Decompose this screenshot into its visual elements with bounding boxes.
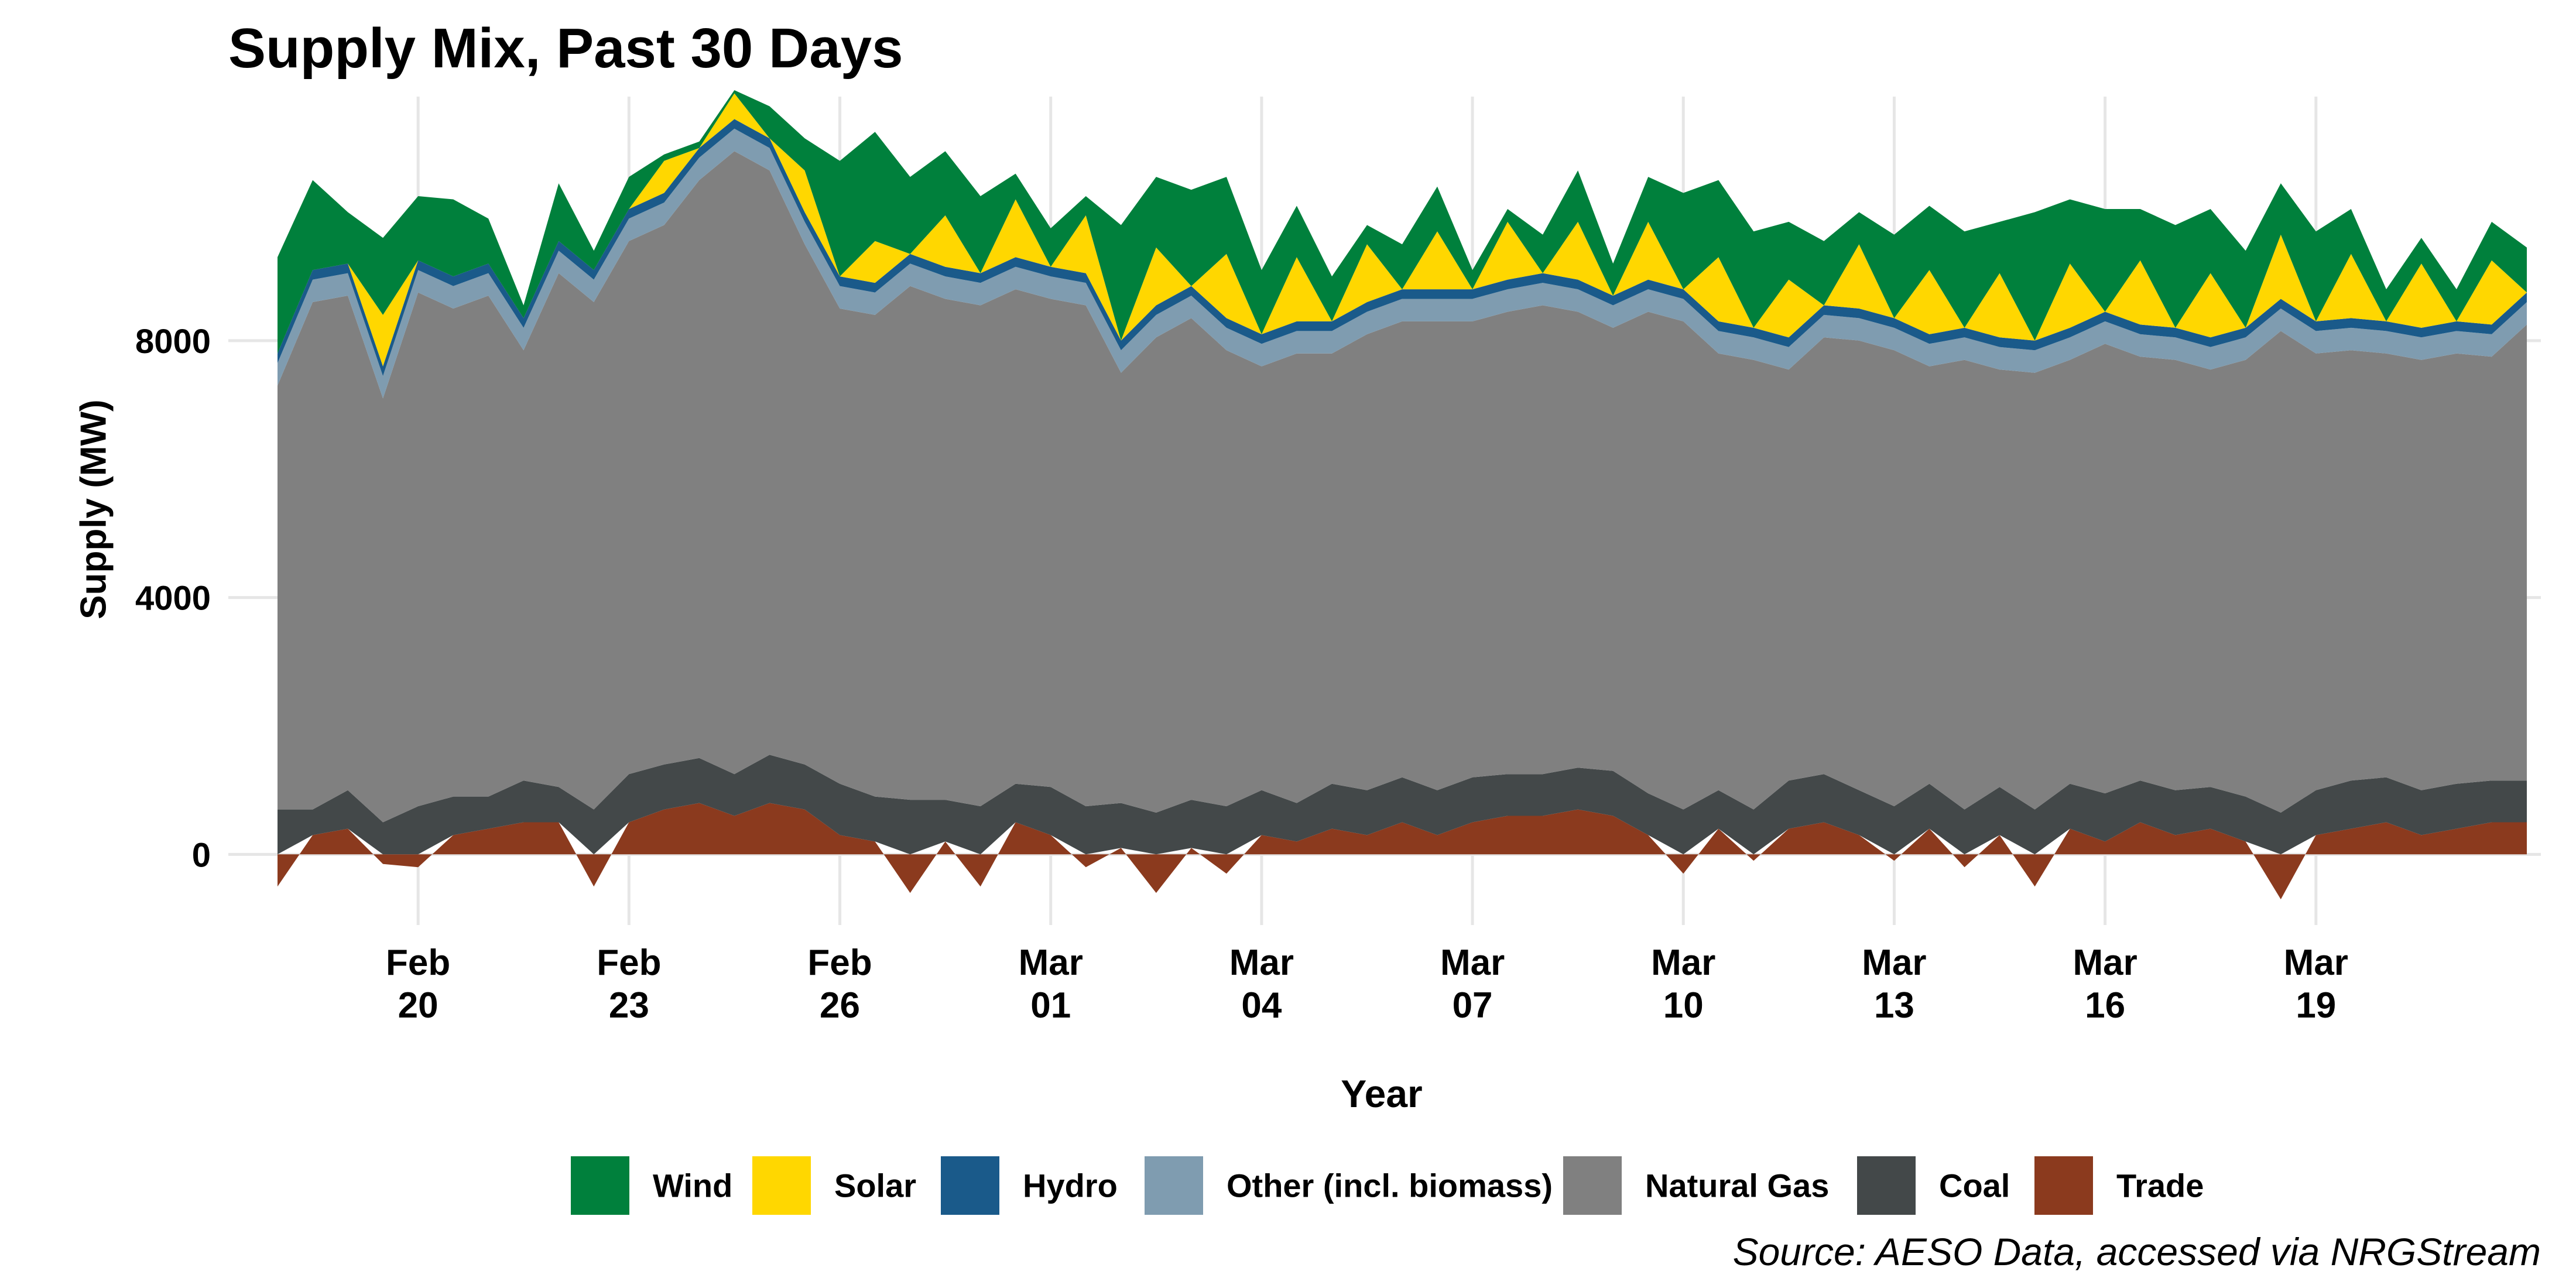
legend-swatch-solar: [752, 1156, 811, 1215]
area-wind: [278, 90, 2527, 354]
axis-ticks: 040008000Feb20Feb23Feb26Mar01Mar04Mar07M…: [135, 323, 2348, 1026]
y-axis-label: Supply (MW): [73, 399, 114, 619]
legend-label-coal: Coal: [1939, 1167, 2010, 1204]
source-caption: Source: AESO Data, accessed via NRGStrea…: [1732, 1230, 2541, 1273]
legend-label-natural-gas: Natural Gas: [1645, 1167, 1830, 1204]
x-tick-label-9-day: 19: [2296, 985, 2336, 1026]
legend-label-other: Other (incl. biomass): [1227, 1167, 1553, 1204]
area-natural-gas: [278, 151, 2527, 823]
legend-swatch-natural-gas: [1563, 1156, 1622, 1215]
x-tick-label-0-day: 20: [398, 985, 439, 1026]
area-trade: [278, 803, 2527, 900]
x-tick-label-0-month: Feb: [386, 943, 450, 983]
y-tick-label-1: 4000: [135, 580, 211, 618]
legend-swatch-wind: [571, 1156, 629, 1215]
area-series: [278, 90, 2527, 900]
x-tick-label-1-day: 23: [609, 985, 649, 1026]
legend-swatch-other: [1145, 1156, 1203, 1215]
y-tick-label-0: 0: [192, 836, 211, 874]
legend-label-solar: Solar: [834, 1167, 917, 1204]
x-axis-label: Year: [1341, 1072, 1423, 1115]
legend: Wind Solar Hydro Other (incl. biomass) N…: [571, 1156, 2444, 1215]
x-tick-label-2-day: 26: [820, 985, 860, 1026]
legend-swatch-coal: [1857, 1156, 1916, 1215]
x-tick-label-7-day: 13: [1874, 985, 1914, 1026]
x-tick-label-3-month: Mar: [1019, 943, 1083, 983]
chart-title: Supply Mix, Past 30 Days: [228, 17, 903, 80]
x-tick-label-4-day: 04: [1241, 985, 1282, 1026]
x-tick-label-4-month: Mar: [1229, 943, 1294, 983]
x-tick-label-8-day: 16: [2085, 985, 2125, 1026]
legend-swatch-trade: [2034, 1156, 2093, 1215]
legend-label-trade: Trade: [2116, 1167, 2204, 1204]
legend-swatch-hydro: [941, 1156, 999, 1215]
legend-label-wind: Wind: [653, 1167, 733, 1204]
x-tick-label-5-day: 07: [1453, 985, 1493, 1026]
x-tick-label-8-month: Mar: [2073, 943, 2137, 983]
x-tick-label-3-day: 01: [1030, 985, 1071, 1026]
x-tick-label-2-month: Feb: [807, 943, 872, 983]
x-tick-label-5-month: Mar: [1440, 943, 1505, 983]
x-tick-label-9-month: Mar: [2284, 943, 2348, 983]
legend-label-hydro: Hydro: [1023, 1167, 1118, 1204]
x-tick-label-1-month: Feb: [597, 943, 661, 983]
x-tick-label-7-month: Mar: [1862, 943, 1926, 983]
x-tick-label-6-day: 10: [1663, 985, 1704, 1026]
area-coal: [278, 755, 2527, 855]
y-tick-label-2: 8000: [135, 323, 211, 361]
x-tick-label-6-month: Mar: [1651, 943, 1715, 983]
